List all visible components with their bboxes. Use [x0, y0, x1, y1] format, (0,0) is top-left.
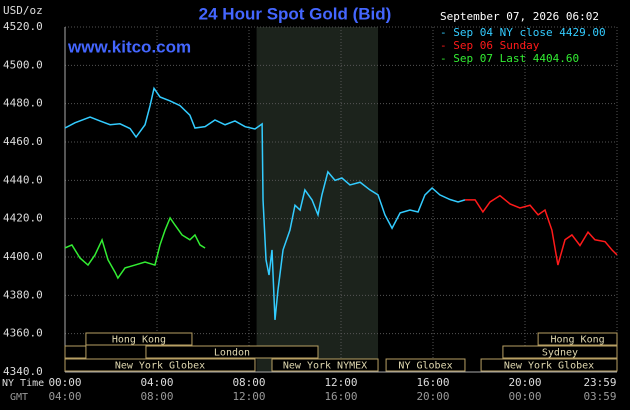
- session-bar: [502, 345, 618, 359]
- session-label: New York Globex: [504, 361, 594, 372]
- session-label: Sydney: [542, 348, 578, 359]
- shaded-region: [256, 27, 379, 372]
- session-bar: [385, 358, 466, 372]
- price-line: [464, 194, 618, 266]
- x2-tick-label: 20:00: [416, 390, 449, 403]
- session-bar: [64, 358, 256, 372]
- y-tick-label: 4420.0: [3, 212, 43, 225]
- price-line: [64, 216, 206, 280]
- x-tick-label: 04:00: [140, 376, 173, 389]
- x2-tick-label: 16:00: [324, 390, 357, 403]
- y-tick-label: 4500.0: [3, 58, 43, 71]
- session-label: NY Globex: [398, 361, 452, 372]
- y-tick-label: 4340.0: [3, 365, 43, 378]
- session-label: London: [214, 348, 250, 359]
- x-tick-label: 16:00: [416, 376, 449, 389]
- x-tick-label: 08:00: [232, 376, 265, 389]
- x2-tick-label: 12:00: [232, 390, 265, 403]
- y-tick-label: 4460.0: [3, 135, 43, 148]
- y-tick-label: 4440.0: [3, 173, 43, 186]
- x-row-label: NY Time: [2, 378, 44, 389]
- session-bar: [480, 358, 618, 372]
- y-axis-label: USD/oz: [3, 4, 43, 17]
- x2-tick-label: 08:00: [140, 390, 173, 403]
- x-tick-label: 20:00: [508, 376, 541, 389]
- y-tick-label: 4400.0: [3, 250, 43, 263]
- y-tick-label: 4360.0: [3, 327, 43, 340]
- y-tick-label: 4520.0: [3, 20, 43, 33]
- chart-title: 24 Hour Spot Gold (Bid): [199, 4, 392, 23]
- watermark: www.kitco.com: [67, 37, 191, 56]
- legend-entry: - Sep 07 Last 4404.60: [440, 52, 579, 65]
- session-label: Hong Kong: [112, 335, 166, 346]
- y-tick-label: 4480.0: [3, 97, 43, 110]
- session-bar: [537, 332, 618, 346]
- x2-tick-label: 03:59: [583, 390, 616, 403]
- session-bar: [145, 345, 319, 359]
- x2-row-label: GMT: [10, 392, 28, 403]
- legend-entry: - Sep 06 Sunday: [440, 39, 540, 52]
- session-label: New York NYMEX: [283, 361, 367, 372]
- x-tick-label: 23:59: [583, 376, 616, 389]
- session-label: Hong Kong: [550, 335, 604, 346]
- legend-entry: - Sep 04 NY close 4429.00: [440, 26, 606, 39]
- x-tick-label: 00:00: [48, 376, 81, 389]
- session-bar: [271, 358, 379, 372]
- y-tick-label: 4380.0: [3, 288, 43, 301]
- timestamp: September 07, 2026 06:02: [440, 10, 599, 23]
- session-bar: [64, 345, 87, 359]
- x2-tick-label: 04:00: [48, 390, 81, 403]
- price-line: [64, 86, 466, 320]
- x-tick-label: 12:00: [324, 376, 357, 389]
- session-bar: [85, 332, 193, 346]
- x2-tick-label: 00:00: [508, 390, 541, 403]
- session-label: New York Globex: [115, 361, 205, 372]
